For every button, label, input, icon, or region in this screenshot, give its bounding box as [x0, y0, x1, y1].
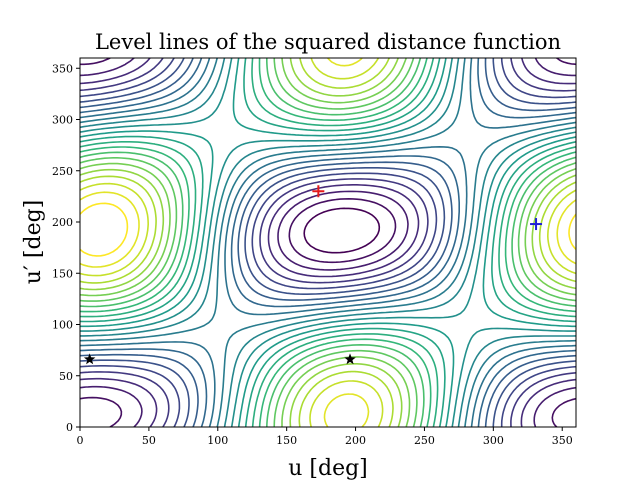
contour-level [80, 58, 576, 427]
contour-level [80, 58, 576, 427]
y-axis-ticks: 0 50 100 150 200 250 300 350 [52, 62, 80, 434]
x-tick-label: 0 [77, 434, 84, 447]
y-tick-label: 150 [52, 267, 73, 280]
chart-title: Level lines of the squared distance func… [95, 30, 561, 54]
contour-level [80, 58, 576, 427]
contour-level [80, 58, 576, 427]
x-tick-label: 350 [552, 434, 573, 447]
y-tick-label: 350 [52, 62, 73, 75]
x-tick-label: 100 [207, 434, 228, 447]
x-axis-ticks: 0 50 100 150 200 250 300 350 [77, 427, 573, 447]
contour-level [80, 58, 576, 427]
contour-level [80, 58, 576, 427]
star-marker [344, 353, 356, 365]
plot-markers [83, 185, 543, 365]
contour-level [80, 58, 576, 427]
contour-level [80, 58, 576, 427]
contour-level [80, 58, 576, 427]
plot-frame [79, 57, 577, 428]
y-tick-label: 300 [52, 114, 73, 127]
x-tick-label: 50 [142, 434, 156, 447]
contour-level [80, 58, 576, 427]
contour-level [80, 58, 576, 427]
y-tick-label: 0 [66, 421, 73, 434]
contour-level [80, 58, 576, 427]
x-tick-label: 200 [345, 434, 366, 447]
contour-lines [80, 58, 576, 427]
star-marker [83, 353, 96, 365]
plus-marker [312, 185, 325, 198]
x-tick-label: 300 [483, 434, 504, 447]
y-axis-title: u′ [deg] [21, 200, 46, 285]
contour-level [80, 58, 576, 427]
contour-level [80, 58, 576, 427]
y-tick-label: 250 [52, 165, 73, 178]
x-axis-title: u [deg] [288, 456, 368, 480]
y-tick-label: 100 [52, 319, 73, 332]
contour-level [80, 58, 576, 427]
contour-level [80, 58, 576, 427]
x-tick-label: 250 [414, 434, 435, 447]
contour-level [303, 207, 381, 254]
contour-level [80, 58, 576, 427]
contour-level [80, 58, 576, 427]
contour-level [80, 58, 576, 427]
x-tick-label: 150 [276, 434, 297, 447]
contour-level [80, 58, 576, 427]
contour-level [80, 58, 576, 427]
plus-marker [530, 218, 543, 231]
y-tick-label: 200 [52, 216, 73, 229]
contour-level [80, 202, 576, 257]
y-tick-label: 50 [59, 370, 73, 383]
